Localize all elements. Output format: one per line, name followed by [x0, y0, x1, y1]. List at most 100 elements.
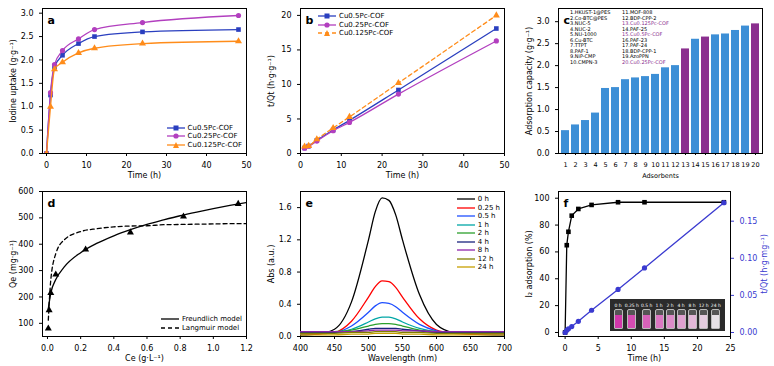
svg-text:10: 10: [81, 161, 91, 170]
svg-text:0.5: 0.5: [537, 127, 550, 136]
svg-text:a: a: [48, 14, 55, 27]
svg-text:0: 0: [44, 161, 49, 170]
svg-text:1.6: 1.6: [279, 203, 292, 212]
svg-text:600: 600: [18, 187, 33, 196]
svg-text:400: 400: [293, 344, 308, 353]
svg-text:12: 12: [671, 161, 679, 169]
svg-text:550: 550: [395, 344, 410, 353]
svg-text:Time (h): Time (h): [127, 171, 161, 180]
svg-text:Abs (a.u.): Abs (a.u.): [267, 245, 276, 284]
svg-text:6: 6: [613, 161, 617, 169]
svg-text:0.00: 0.00: [740, 328, 758, 337]
svg-text:500: 500: [361, 344, 376, 353]
svg-text:3: 3: [583, 161, 587, 169]
svg-text:Adsorption capacity (g·g⁻¹): Adsorption capacity (g·g⁻¹): [525, 27, 534, 135]
svg-text:650: 650: [463, 344, 478, 353]
svg-text:60: 60: [539, 247, 549, 256]
svg-text:0.8: 0.8: [279, 268, 292, 277]
svg-text:300: 300: [18, 266, 33, 275]
svg-text:0.15: 0.15: [740, 217, 758, 226]
svg-text:15: 15: [701, 161, 709, 169]
svg-text:2.0: 2.0: [537, 61, 550, 70]
svg-text:2.0: 2.0: [21, 56, 34, 65]
svg-text:14: 14: [691, 161, 699, 169]
svg-text:0.05: 0.05: [740, 291, 758, 300]
svg-text:0.10: 0.10: [740, 254, 758, 263]
svg-text:0.4: 0.4: [107, 344, 120, 353]
svg-text:18: 18: [731, 161, 739, 169]
svg-text:0: 0: [563, 344, 568, 353]
svg-text:1.2: 1.2: [240, 344, 253, 353]
svg-text:450: 450: [327, 344, 342, 353]
svg-text:0.0: 0.0: [21, 149, 34, 158]
svg-text:5: 5: [596, 344, 601, 353]
svg-text:t/Qt (h·g·mg⁻¹): t/Qt (h·g·mg⁻¹): [760, 234, 769, 294]
svg-text:1.5: 1.5: [537, 83, 550, 92]
svg-text:10: 10: [281, 80, 291, 89]
svg-text:10: 10: [626, 344, 636, 353]
svg-text:200: 200: [18, 293, 33, 302]
svg-text:3.0: 3.0: [21, 9, 34, 18]
svg-text:Adsorbents: Adsorbents: [642, 172, 679, 180]
svg-text:13: 13: [681, 161, 689, 169]
svg-text:100: 100: [534, 194, 549, 203]
svg-text:0: 0: [298, 161, 303, 170]
svg-text:1.0: 1.0: [21, 102, 34, 111]
svg-text:11: 11: [661, 161, 669, 169]
svg-text:20: 20: [121, 161, 131, 170]
svg-text:1.0: 1.0: [207, 344, 220, 353]
svg-text:1.5: 1.5: [21, 79, 34, 88]
svg-text:10: 10: [651, 161, 659, 169]
svg-text:9: 9: [643, 161, 647, 169]
svg-text:2.5: 2.5: [21, 32, 34, 41]
svg-text:40: 40: [459, 161, 469, 170]
svg-text:5: 5: [603, 161, 607, 169]
svg-text:30: 30: [418, 161, 428, 170]
svg-text:Wavelength (nm): Wavelength (nm): [368, 354, 437, 363]
svg-text:1.0: 1.0: [537, 105, 550, 114]
svg-text:80: 80: [539, 221, 549, 230]
svg-text:40: 40: [201, 161, 211, 170]
svg-text:Qe (mg·g⁻¹): Qe (mg·g⁻¹): [9, 240, 18, 288]
svg-text:1: 1: [563, 161, 567, 169]
svg-text:20: 20: [692, 344, 702, 353]
svg-text:20: 20: [751, 161, 759, 169]
svg-text:1.2: 1.2: [279, 235, 292, 244]
svg-text:3.0: 3.0: [537, 17, 550, 26]
svg-text:2.5: 2.5: [537, 39, 550, 48]
svg-text:5: 5: [286, 115, 291, 124]
svg-text:b: b: [306, 14, 314, 27]
svg-text:0.6: 0.6: [141, 344, 154, 353]
svg-text:400: 400: [18, 240, 33, 249]
svg-text:0.0: 0.0: [41, 344, 54, 353]
svg-text:30: 30: [161, 161, 171, 170]
svg-text:Ce (g·L⁻¹): Ce (g·L⁻¹): [125, 354, 164, 363]
svg-text:40: 40: [539, 274, 549, 283]
svg-text:0.0: 0.0: [279, 332, 292, 341]
svg-text:0.5: 0.5: [21, 126, 34, 135]
svg-text:7: 7: [623, 161, 627, 169]
svg-text:0.2: 0.2: [74, 344, 87, 353]
svg-text:4: 4: [593, 161, 597, 169]
svg-text:16: 16: [711, 161, 719, 169]
svg-text:100: 100: [18, 319, 33, 328]
svg-text:20: 20: [281, 11, 291, 20]
svg-text:15: 15: [281, 45, 291, 54]
svg-text:e: e: [306, 197, 313, 210]
svg-text:Time (h): Time (h): [627, 354, 661, 363]
svg-text:0: 0: [286, 149, 291, 158]
svg-text:20: 20: [377, 161, 387, 170]
svg-text:25: 25: [725, 344, 735, 353]
svg-text:17: 17: [721, 161, 729, 169]
svg-text:0: 0: [544, 328, 549, 337]
svg-text:t/Qt (h·g·g⁻¹): t/Qt (h·g·g⁻¹): [267, 55, 276, 107]
svg-text:I₂ adsorption (%): I₂ adsorption (%): [525, 230, 534, 297]
svg-text:20: 20: [539, 301, 549, 310]
svg-text:50: 50: [499, 161, 509, 170]
svg-text:8: 8: [633, 161, 637, 169]
svg-text:Iodine uptake (g·g⁻¹): Iodine uptake (g·g⁻¹): [9, 39, 18, 122]
svg-text:500: 500: [18, 213, 33, 222]
svg-text:19: 19: [741, 161, 749, 169]
svg-text:f: f: [564, 197, 569, 210]
svg-text:0.8: 0.8: [174, 344, 187, 353]
